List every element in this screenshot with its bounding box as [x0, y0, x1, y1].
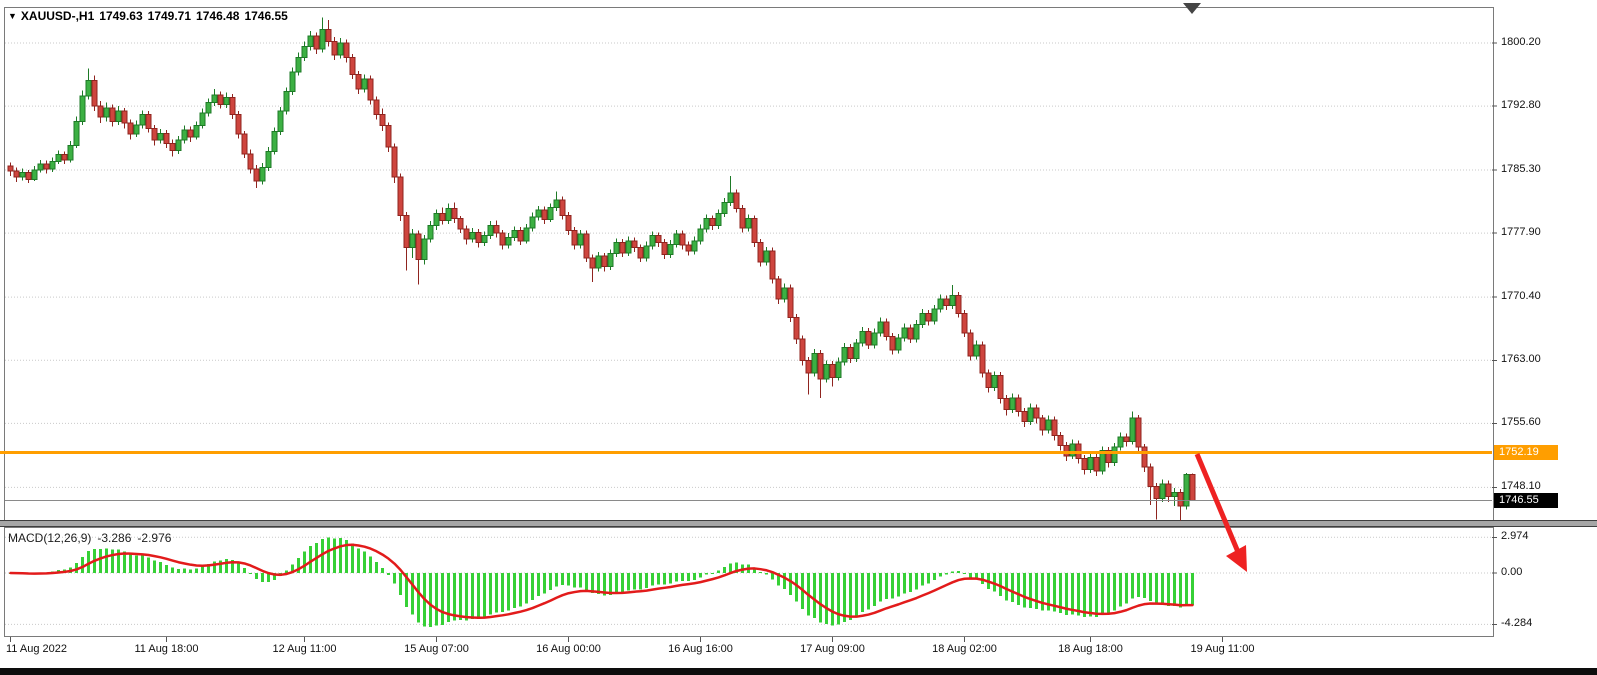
macd-signal-line: [9, 543, 1194, 620]
trend-arrow-shaft[interactable]: [1194, 453, 1241, 553]
macd-main-value: -3.286: [97, 531, 132, 545]
macd-name: MACD(12,26,9): [8, 531, 92, 545]
chart-shift-marker-icon[interactable]: [1183, 3, 1201, 14]
gridlines: [5, 42, 1492, 625]
time-axis[interactable]: [0, 637, 1597, 668]
candlesticks[interactable]: [7, 17, 1196, 521]
axis-ticks: [10, 42, 1497, 642]
current-price-text: 1746.55: [1499, 494, 1539, 507]
ohlc-low: 1746.48: [196, 9, 240, 23]
orange-line-price-text: 1752.19: [1499, 445, 1539, 458]
symbol-timeframe-label: XAUUSD-,H1: [20, 9, 95, 23]
pane-splitter[interactable]: [0, 520, 1597, 527]
chart-ohlc-title: ▼ XAUUSD-,H1 1749.63 1749.71 1746.48 1746.55: [8, 9, 293, 23]
trend-arrow-head[interactable]: [1226, 545, 1247, 572]
macd-histogram: [9, 537, 1194, 628]
ohlc-open: 1749.63: [99, 9, 143, 23]
ohlc-high: 1749.71: [147, 9, 192, 23]
chart-objects[interactable]: [1183, 3, 1247, 572]
price-chart-pane[interactable]: [4, 7, 1494, 521]
ohlc-close: 1746.55: [244, 9, 288, 23]
macd-label: MACD(12,26,9) -3.286 -2.976: [8, 531, 177, 545]
window-bottom-border: [0, 668, 1597, 675]
price-level-lines[interactable]: [0, 450, 1492, 502]
macd-signal-value: -2.976: [137, 531, 172, 545]
symbol-triangle-icon: ▼: [8, 11, 17, 21]
current-price-tag: 1746.55: [1494, 493, 1558, 509]
orange-line-price-tag: 1752.19: [1494, 444, 1558, 460]
